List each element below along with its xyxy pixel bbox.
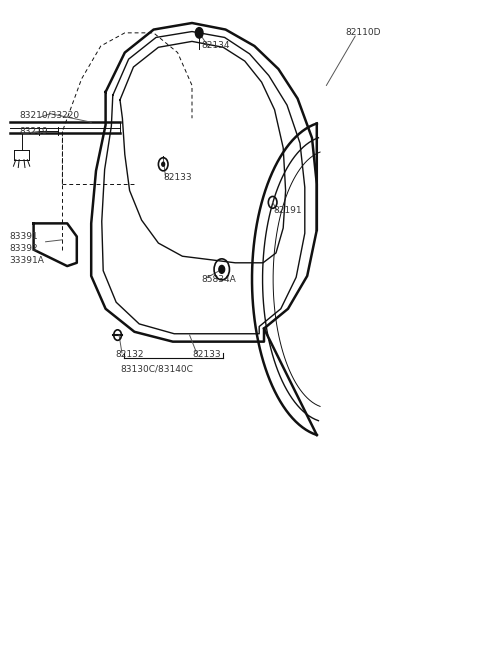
Circle shape bbox=[219, 265, 225, 273]
Text: 83391: 83391 bbox=[10, 232, 38, 241]
Text: 85834A: 85834A bbox=[202, 275, 236, 284]
Text: 82191: 82191 bbox=[274, 206, 302, 215]
Text: 83392: 83392 bbox=[10, 244, 38, 253]
Text: 82110D: 82110D bbox=[346, 28, 381, 37]
Text: 83130C/83140C: 83130C/83140C bbox=[120, 365, 193, 374]
Text: 83219: 83219 bbox=[19, 127, 48, 136]
Circle shape bbox=[162, 162, 165, 166]
Text: 82133: 82133 bbox=[192, 350, 221, 359]
Circle shape bbox=[195, 28, 203, 38]
Text: 82132: 82132 bbox=[115, 350, 144, 359]
Text: 83210/33220: 83210/33220 bbox=[19, 110, 79, 120]
Text: 82134: 82134 bbox=[202, 41, 230, 51]
Text: 82133: 82133 bbox=[163, 173, 192, 182]
Text: 33391A: 33391A bbox=[10, 256, 45, 265]
